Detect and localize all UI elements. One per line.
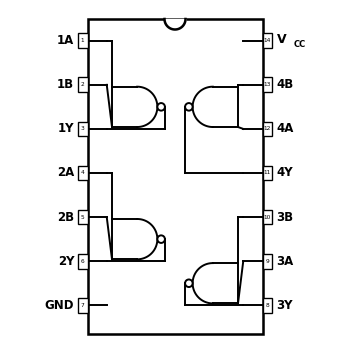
Circle shape [158,235,165,243]
Text: 1B: 1B [57,78,74,91]
Text: 7: 7 [81,303,84,308]
Text: 1: 1 [81,38,84,43]
Text: V: V [276,33,286,46]
Text: 4B: 4B [276,78,294,91]
Bar [78,33,88,48]
Text: 3A: 3A [276,255,294,268]
Text: 2: 2 [81,82,84,87]
Text: 5: 5 [81,215,84,220]
Text: 14: 14 [264,38,271,43]
Bar [262,298,272,313]
Text: 11: 11 [264,170,271,175]
Bar [78,77,88,92]
Text: 4: 4 [81,170,84,175]
Circle shape [185,103,192,110]
Text: 2A: 2A [57,167,74,179]
Text: 4A: 4A [276,122,294,136]
Text: 2B: 2B [57,211,74,223]
Text: GND: GND [45,299,74,312]
Text: 10: 10 [264,215,271,220]
Text: 1A: 1A [57,34,74,47]
Circle shape [158,103,165,110]
Bar [262,166,272,180]
Text: 3: 3 [81,126,84,131]
Text: 4Y: 4Y [276,167,293,179]
Text: 13: 13 [264,82,271,87]
Bar [262,33,272,48]
Bar [78,254,88,269]
Text: 9: 9 [266,259,269,264]
Text: 2Y: 2Y [58,255,74,268]
Circle shape [185,280,192,287]
Text: 8: 8 [266,303,269,308]
Text: 6: 6 [81,259,84,264]
Text: 3Y: 3Y [276,299,293,312]
Bar [88,19,262,334]
Text: 3B: 3B [276,211,294,223]
Bar [262,77,272,92]
Bar [262,254,272,269]
Bar [78,121,88,136]
Text: 12: 12 [264,126,271,131]
Bar [262,121,272,136]
Bar [78,210,88,225]
Text: 1Y: 1Y [58,122,74,136]
Bar [78,166,88,180]
Bar [262,210,272,225]
Bar [78,298,88,313]
Text: CC: CC [293,40,306,49]
